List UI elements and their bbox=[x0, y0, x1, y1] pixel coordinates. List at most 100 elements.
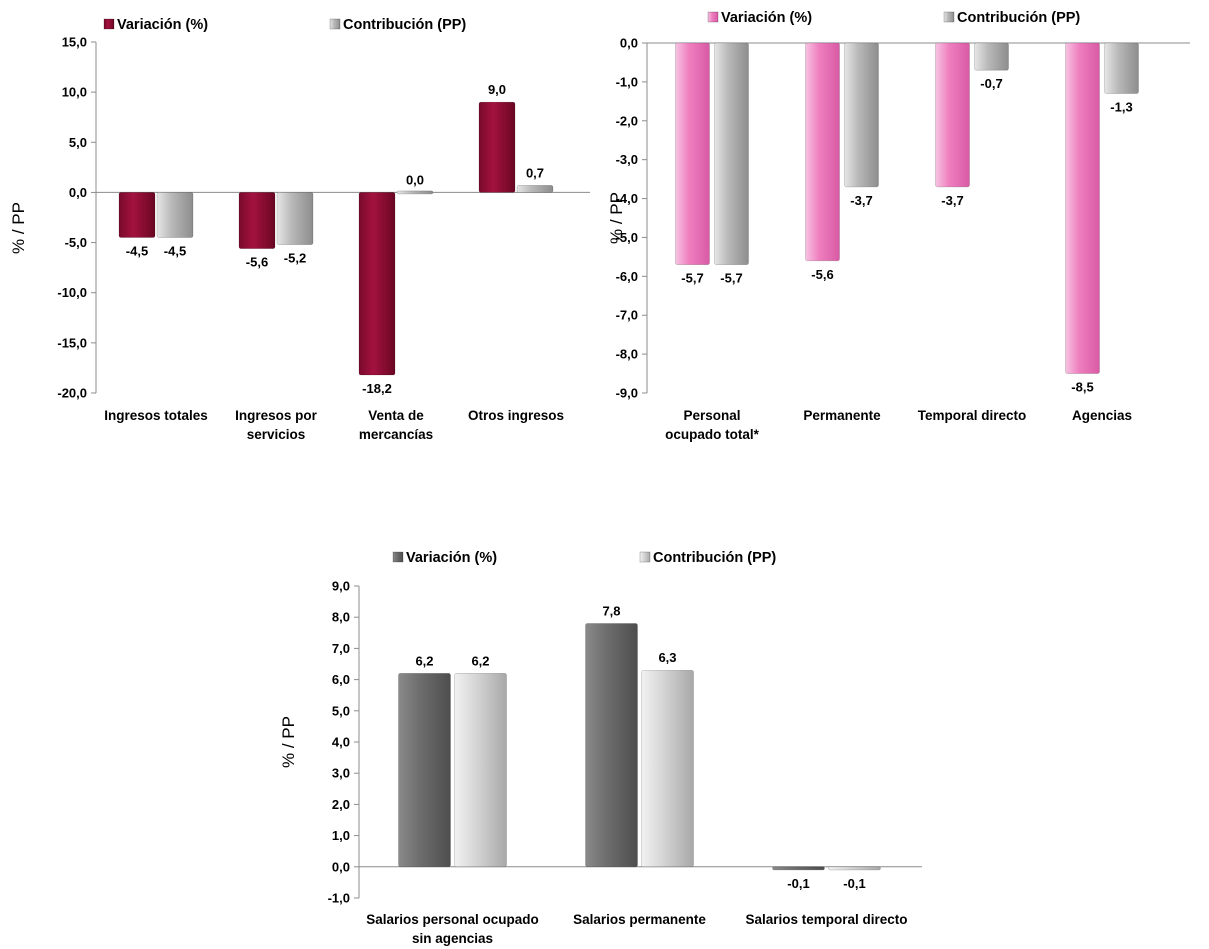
category-label: servicios bbox=[247, 427, 306, 442]
bar-contribucion bbox=[156, 192, 194, 238]
bar-variacion bbox=[772, 866, 825, 871]
y-tick-label: 5,0 bbox=[332, 703, 350, 718]
y-tick-label: -1,0 bbox=[328, 891, 350, 906]
legend-swatch bbox=[392, 551, 404, 563]
y-tick-label: -5,0 bbox=[65, 235, 87, 250]
data-label: -1,3 bbox=[1110, 100, 1132, 115]
data-label: -0,7 bbox=[980, 76, 1002, 91]
legend-swatch bbox=[707, 11, 719, 23]
data-label: -0,1 bbox=[843, 876, 865, 891]
y-tick-label: 0,0 bbox=[69, 185, 87, 200]
category-label: Agencias bbox=[1072, 408, 1132, 423]
category-label: sin agencias bbox=[412, 931, 493, 946]
bar-contribucion bbox=[641, 669, 694, 868]
y-tick-label: -3,0 bbox=[616, 152, 638, 167]
y-axis-title: % / PP bbox=[9, 202, 28, 254]
y-tick-label: -8,0 bbox=[616, 347, 638, 362]
category-label: Salarios permanente bbox=[573, 912, 706, 927]
y-axis-title: % / PP bbox=[607, 192, 626, 244]
data-label: 0,0 bbox=[406, 172, 424, 187]
category-label: Salarios temporal directo bbox=[745, 912, 907, 927]
legend-swatch bbox=[943, 11, 955, 23]
bar-contribucion bbox=[516, 185, 554, 193]
legend-swatch bbox=[329, 18, 341, 30]
bar-variacion bbox=[1065, 42, 1100, 374]
data-label: 6,3 bbox=[658, 650, 676, 665]
y-tick-label: 0,0 bbox=[620, 36, 638, 51]
y-tick-label: -20,0 bbox=[57, 386, 87, 401]
y-tick-label: 10,0 bbox=[62, 85, 87, 100]
category-label: Venta de bbox=[368, 408, 424, 423]
y-tick-label: -15,0 bbox=[57, 335, 87, 350]
bar-variacion bbox=[675, 42, 710, 265]
y-tick-label: 7,0 bbox=[332, 641, 350, 656]
chart-3: 9,0 8,0 7,0 6,0 5,0 4,0 3,0 2,0 1,0 0,0 -1,0 % / PP… bbox=[279, 550, 922, 946]
bar-variacion bbox=[585, 623, 638, 868]
data-label: 0,7 bbox=[526, 165, 544, 180]
category-label: mercancías bbox=[359, 427, 433, 442]
bar-contribucion bbox=[1104, 42, 1139, 94]
y-tick-label: 1,0 bbox=[332, 828, 350, 843]
bar-variacion bbox=[238, 192, 276, 249]
legend-label: Contribución (PP) bbox=[653, 550, 776, 566]
data-label: -3,7 bbox=[941, 193, 963, 208]
data-label: -5,6 bbox=[811, 267, 833, 282]
y-tick-label: -5,0 bbox=[616, 230, 638, 245]
bar-contribucion bbox=[396, 190, 434, 195]
data-label: 6,2 bbox=[415, 653, 433, 668]
y-tick-label: 2,0 bbox=[332, 797, 350, 812]
y-tick-label: 9,0 bbox=[332, 579, 350, 594]
data-label: 6,2 bbox=[471, 653, 489, 668]
bar-variacion bbox=[805, 42, 840, 262]
y-tick-label: -4,0 bbox=[616, 191, 638, 206]
bar-contribucion bbox=[714, 42, 749, 265]
data-label: -4,5 bbox=[126, 244, 148, 259]
legend-swatch bbox=[103, 18, 115, 30]
bar-contribucion bbox=[454, 673, 507, 868]
legend-label: Variación (%) bbox=[406, 550, 497, 566]
y-axis-title: % / PP bbox=[279, 716, 298, 768]
data-label: 9,0 bbox=[488, 82, 506, 97]
data-label: -5,7 bbox=[720, 271, 742, 286]
bar-variacion bbox=[478, 101, 516, 193]
data-label: -5,2 bbox=[284, 251, 306, 266]
y-tick-label: 15,0 bbox=[62, 35, 87, 50]
category-label: Personal bbox=[683, 408, 740, 423]
y-tick-label: -10,0 bbox=[57, 285, 87, 300]
y-tick-label: -2,0 bbox=[616, 113, 638, 128]
y-tick-label: 4,0 bbox=[332, 735, 350, 750]
y-tick-label: -1,0 bbox=[616, 74, 638, 89]
category-label: Permanente bbox=[803, 408, 881, 423]
category-label: Otros ingresos bbox=[468, 408, 564, 423]
y-tick-label: 6,0 bbox=[332, 672, 350, 687]
bar-variacion bbox=[935, 42, 970, 188]
data-label: -4,5 bbox=[164, 244, 186, 259]
category-label: Ingresos por bbox=[235, 408, 318, 423]
bar-contribucion bbox=[974, 42, 1009, 71]
y-tick-label: -9,0 bbox=[616, 386, 638, 401]
bar-contribucion bbox=[828, 866, 881, 871]
y-tick-label: 0,0 bbox=[332, 859, 350, 874]
category-label: Temporal directo bbox=[918, 408, 1027, 423]
y-tick-label: 5,0 bbox=[69, 135, 87, 150]
legend-label: Contribución (PP) bbox=[957, 10, 1080, 26]
y-tick-label: 3,0 bbox=[332, 766, 350, 781]
data-label: -18,2 bbox=[362, 381, 392, 396]
bar-contribucion bbox=[844, 42, 879, 188]
data-label: 7,8 bbox=[602, 603, 620, 618]
legend-label: Contribución (PP) bbox=[343, 17, 466, 33]
category-label: Ingresos totales bbox=[104, 408, 208, 423]
bar-variacion bbox=[398, 673, 451, 868]
bar-variacion bbox=[118, 192, 156, 238]
data-label: -0,1 bbox=[787, 876, 809, 891]
data-label: -5,6 bbox=[246, 255, 268, 270]
bar-variacion bbox=[358, 192, 396, 376]
y-tick-label: -6,0 bbox=[616, 269, 638, 284]
y-tick-label: 8,0 bbox=[332, 610, 350, 625]
chart-2: 0,0 -1,0 -2,0 -3,0 -4,0 -5,0 -6,0 -7,0 -8,0 -9,0%… bbox=[607, 10, 1190, 442]
legend-label: Variación (%) bbox=[721, 10, 812, 26]
legend-swatch bbox=[639, 551, 651, 563]
data-label: -8,5 bbox=[1071, 380, 1093, 395]
legend-label: Variación (%) bbox=[117, 17, 208, 33]
